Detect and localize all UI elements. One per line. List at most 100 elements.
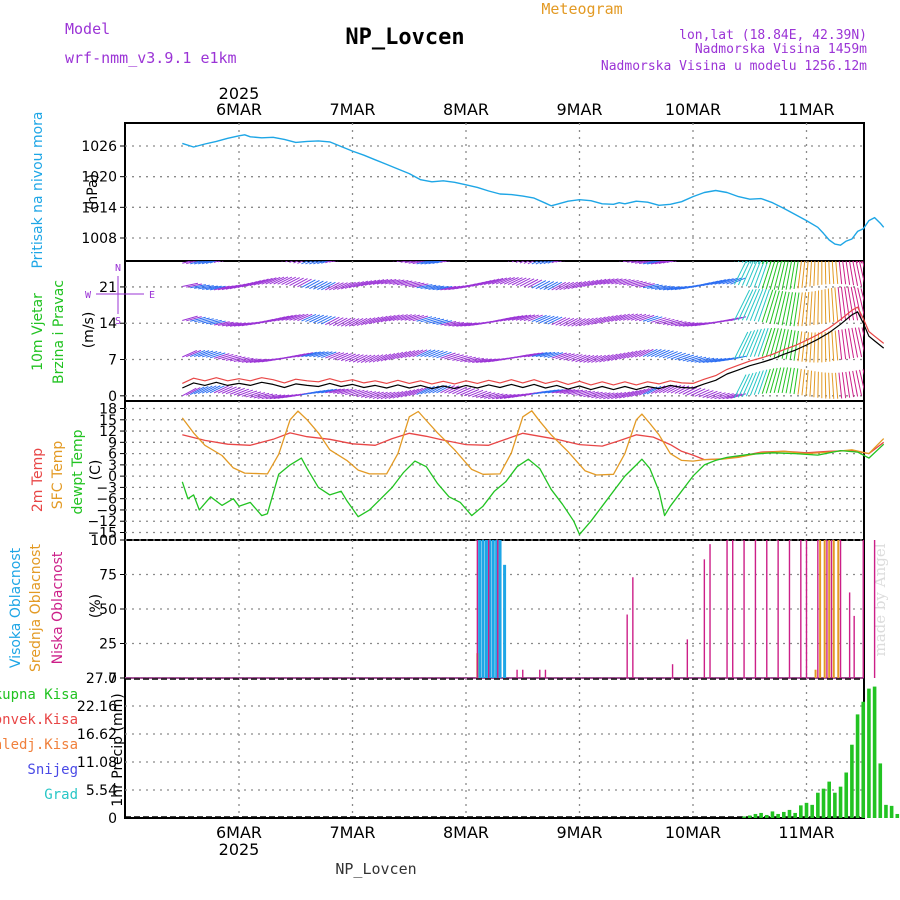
bottom-year-label: 2025 bbox=[219, 840, 260, 859]
precip-bar bbox=[827, 781, 831, 818]
wind-barb bbox=[348, 354, 364, 363]
wind-barb bbox=[500, 252, 514, 260]
wind-barb bbox=[646, 284, 663, 289]
wind-barb bbox=[587, 254, 602, 258]
wind-barb bbox=[285, 277, 300, 286]
wind-barb bbox=[817, 290, 820, 325]
model-label: Model bbox=[65, 20, 110, 38]
cloud-low-bar bbox=[862, 540, 864, 678]
wind-barb bbox=[396, 261, 402, 263]
wind-barb bbox=[356, 317, 372, 326]
wind-barb bbox=[837, 287, 843, 321]
wind-barb bbox=[831, 287, 835, 322]
wind-barb bbox=[305, 351, 321, 357]
wind-barb bbox=[745, 372, 757, 397]
wind-barb bbox=[250, 251, 264, 258]
wind-barb bbox=[828, 261, 831, 285]
wind-barb bbox=[472, 251, 486, 258]
wind-barb bbox=[356, 280, 373, 288]
wind-barb bbox=[527, 314, 543, 322]
wind-barb bbox=[408, 387, 423, 397]
wind-barb bbox=[205, 385, 221, 394]
wind-barb bbox=[344, 318, 360, 327]
wind-barb bbox=[733, 289, 751, 321]
wind-barb bbox=[765, 368, 775, 394]
wind-barb bbox=[650, 317, 667, 323]
wind-barb bbox=[741, 261, 754, 286]
wind-barb bbox=[646, 349, 662, 357]
wind-barb bbox=[356, 354, 372, 363]
wind-barb bbox=[360, 279, 377, 287]
wind-barb bbox=[193, 350, 210, 357]
wind-barb bbox=[710, 279, 726, 286]
wind-barb bbox=[201, 261, 212, 265]
wind-barb bbox=[769, 261, 772, 264]
wind-barb bbox=[241, 358, 258, 363]
wind-barb bbox=[607, 278, 623, 285]
wind-barb bbox=[412, 261, 426, 265]
wind-barb bbox=[563, 318, 578, 327]
wind-barb bbox=[603, 278, 619, 285]
wind-barb bbox=[182, 315, 198, 321]
wind-barb bbox=[757, 261, 760, 265]
wind-barb bbox=[793, 330, 799, 361]
wind-barb bbox=[333, 352, 349, 360]
temp-label-sfc: SFC Temp bbox=[50, 441, 66, 510]
wind-barb bbox=[321, 388, 337, 394]
wind-barb bbox=[745, 288, 761, 321]
cloud-low-bar bbox=[516, 669, 518, 678]
ytick-label: −6 bbox=[96, 492, 117, 508]
wind-barb bbox=[444, 321, 461, 326]
wind-barb bbox=[868, 224, 881, 264]
wind-barb bbox=[277, 394, 294, 399]
wind-barb bbox=[190, 316, 206, 322]
cloud-low-bar bbox=[743, 540, 745, 678]
wind-barb bbox=[333, 388, 349, 394]
wind-barb bbox=[761, 289, 774, 323]
wind-barb bbox=[233, 322, 250, 327]
wind-barb bbox=[230, 253, 244, 260]
wind-barb bbox=[809, 332, 813, 363]
wind-barb bbox=[818, 216, 819, 258]
wind-barb bbox=[408, 261, 421, 264]
wind-barb bbox=[197, 350, 214, 358]
wind-barb bbox=[866, 253, 877, 289]
wind-barb bbox=[599, 278, 615, 285]
cloud-low-bar bbox=[539, 669, 541, 678]
ytick-label: 75 bbox=[99, 568, 117, 584]
wind-barb bbox=[741, 330, 756, 358]
wind-barb bbox=[281, 314, 297, 321]
wind-barb bbox=[376, 391, 392, 400]
top-year-label: 2025 bbox=[219, 84, 260, 103]
wind-barb bbox=[257, 277, 273, 286]
wind-barb bbox=[205, 261, 215, 264]
wind-barb bbox=[209, 385, 225, 394]
wind-barb bbox=[599, 392, 615, 400]
wind-barb bbox=[297, 278, 312, 288]
wind-barb bbox=[702, 390, 718, 398]
wind-barb bbox=[507, 277, 523, 285]
wind-barb bbox=[480, 279, 496, 286]
wind-barb bbox=[241, 390, 258, 397]
wind-barb bbox=[468, 357, 484, 363]
wind-barb bbox=[245, 391, 262, 398]
wind-barb bbox=[277, 276, 293, 285]
wind-barb bbox=[757, 289, 770, 322]
wind-barb bbox=[650, 349, 666, 358]
wind-barb bbox=[745, 261, 748, 264]
wind-barb bbox=[535, 351, 552, 358]
wind-barb bbox=[348, 318, 364, 327]
ytick-label: 25 bbox=[99, 637, 117, 653]
wind-barb bbox=[440, 320, 457, 326]
wind-barb bbox=[852, 261, 855, 263]
cloud-low-bar bbox=[732, 540, 734, 678]
wind-barb bbox=[726, 277, 742, 285]
wind-barb bbox=[825, 216, 826, 258]
wind-barb bbox=[539, 281, 555, 290]
wind-barb bbox=[535, 280, 551, 290]
wind-barb bbox=[392, 279, 409, 285]
wind-barb bbox=[341, 389, 357, 395]
wind-barb bbox=[321, 281, 336, 291]
wind-barb bbox=[607, 256, 623, 259]
wind-barb bbox=[630, 388, 646, 397]
